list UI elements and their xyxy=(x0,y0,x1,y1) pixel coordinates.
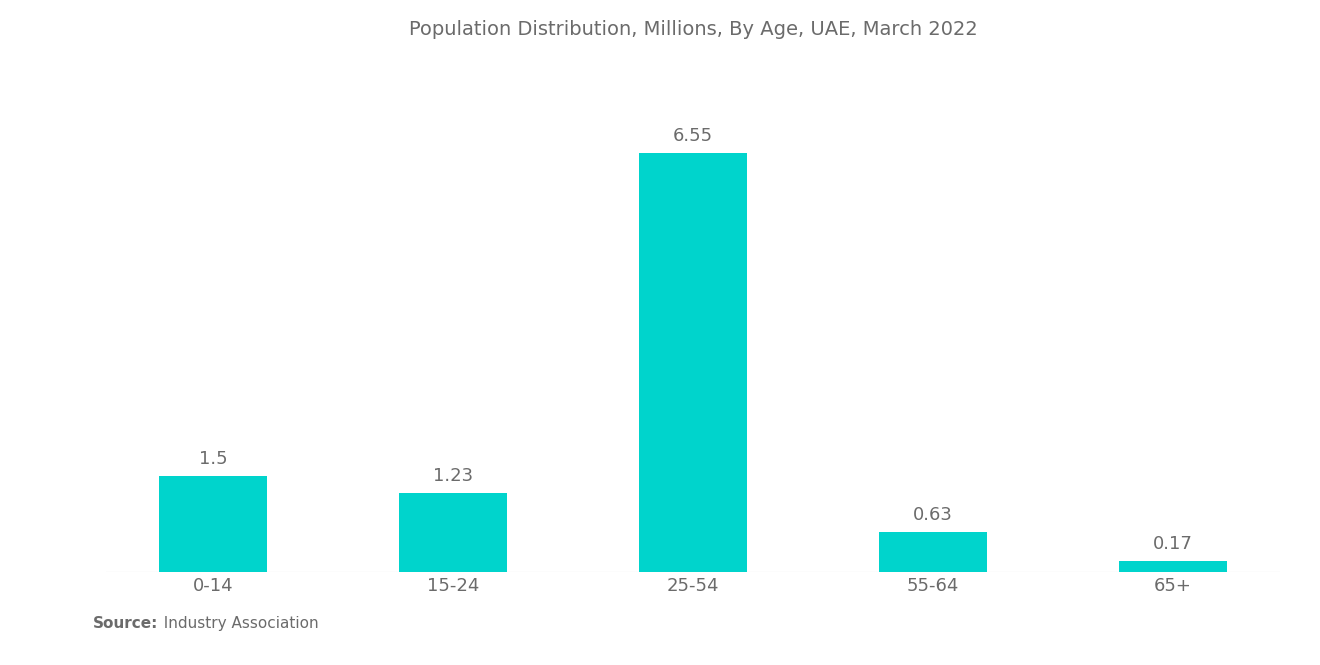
Bar xyxy=(639,153,747,572)
Text: 0.17: 0.17 xyxy=(1154,535,1193,553)
Text: Source:: Source: xyxy=(92,616,158,632)
Text: Industry Association: Industry Association xyxy=(154,616,319,632)
Text: 1.23: 1.23 xyxy=(433,467,473,485)
Bar xyxy=(399,493,507,572)
Bar xyxy=(1119,561,1228,572)
Bar xyxy=(879,531,987,572)
Text: 6.55: 6.55 xyxy=(673,127,713,145)
Text: 0.63: 0.63 xyxy=(913,506,953,524)
Title: Population Distribution, Millions, By Age, UAE, March 2022: Population Distribution, Millions, By Ag… xyxy=(409,20,977,39)
Bar xyxy=(158,476,267,572)
Text: 1.5: 1.5 xyxy=(199,450,227,468)
